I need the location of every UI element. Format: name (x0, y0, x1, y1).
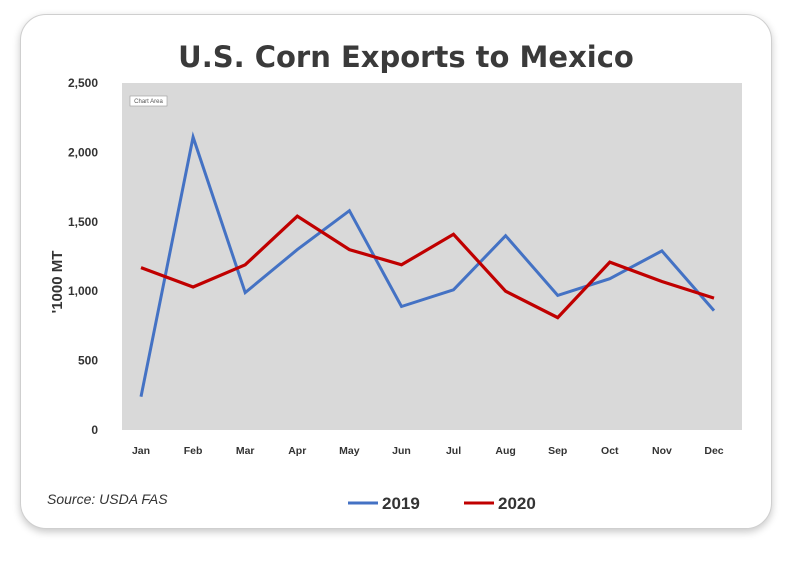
y-axis-ticks: 0 500 1,000 1,500 2,000 2,500 (68, 76, 98, 437)
x-tick-label: Jul (446, 445, 461, 457)
y-axis-label: '1000 MT (49, 251, 66, 314)
x-tick-label: Aug (495, 445, 515, 457)
series-line-2020 (140, 214, 715, 320)
series-line-2019 (139, 131, 716, 397)
y-tick-label: 500 (78, 354, 98, 368)
chart-title: U.S. Corn Exports to Mexico (178, 40, 634, 74)
x-tick-label: Jan (132, 445, 150, 457)
y-tick-label: 2,500 (68, 76, 98, 90)
x-tick-label: Nov (652, 445, 672, 457)
chart-area-badge: Chart Area (129, 95, 168, 107)
y-tick-label: 1,500 (68, 215, 98, 229)
legend-label-2020: 2020 (498, 494, 536, 513)
x-axis-ticks: Jan Feb Mar Apr May Jun Jul Aug Sep Oct Nov Dec (132, 445, 724, 457)
y-tick-label: 1,000 (68, 284, 98, 298)
legend-label-2019: 2019 (382, 494, 420, 513)
x-tick-label: May (339, 445, 360, 457)
x-tick-label: Mar (236, 445, 255, 457)
source-note: Source: USDA FAS (47, 491, 168, 507)
y-tick-label: 2,000 (68, 145, 98, 159)
x-tick-label: Apr (288, 445, 306, 457)
plot-area (122, 83, 742, 430)
y-tick-label: 0 (91, 423, 98, 437)
x-tick-label: Oct (601, 445, 619, 457)
x-tick-label: Feb (184, 445, 203, 457)
chart-area-label: Chart Area (134, 99, 163, 105)
x-tick-label: Jun (392, 445, 411, 457)
x-tick-label: Sep (548, 445, 567, 457)
legend: 2019 2020 (348, 494, 536, 513)
series-lines (139, 131, 716, 397)
x-tick-label: Dec (704, 445, 723, 457)
